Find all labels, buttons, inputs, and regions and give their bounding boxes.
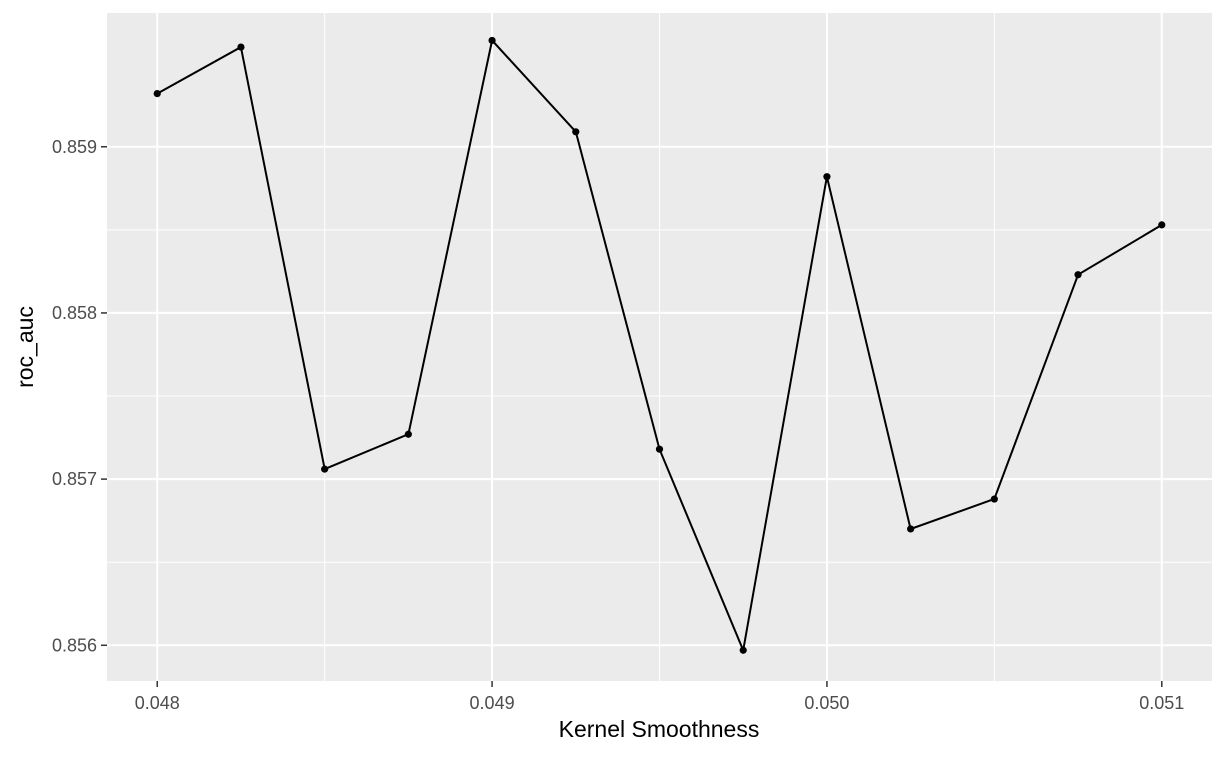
major-gridlines-x [156, 13, 1163, 681]
y-tick-label: 0.856 [52, 635, 97, 655]
y-tick-label: 0.859 [52, 137, 97, 157]
data-point [990, 495, 998, 503]
data-point [321, 465, 329, 473]
y-axis-title: roc_auc [12, 306, 38, 388]
data-point [1074, 271, 1082, 279]
major-gridlines-y [107, 145, 1212, 647]
x-tick-label: 0.048 [135, 693, 180, 713]
y-axis-ticks: 0.856 0.857 0.858 0.859 [52, 137, 107, 655]
data-point [404, 430, 412, 438]
x-axis-ticks: 0.048 0.049 0.050 0.051 [135, 681, 1184, 713]
data-point [907, 525, 915, 533]
data-point [572, 128, 580, 136]
x-tick-label: 0.049 [470, 693, 515, 713]
data-point [739, 646, 747, 654]
data-point [1158, 221, 1166, 229]
minor-gridlines-x [324, 13, 995, 681]
x-axis-title: Kernel Smoothness [559, 716, 760, 742]
y-tick-label: 0.858 [52, 303, 97, 323]
x-tick-label: 0.051 [1139, 693, 1184, 713]
data-point [488, 36, 496, 45]
series-layer [153, 36, 1166, 654]
data-point [655, 445, 664, 453]
data-point [823, 173, 831, 181]
y-tick-label: 0.857 [52, 469, 97, 489]
data-point [237, 43, 245, 51]
x-tick-label: 0.050 [804, 693, 849, 713]
data-point [153, 89, 161, 98]
